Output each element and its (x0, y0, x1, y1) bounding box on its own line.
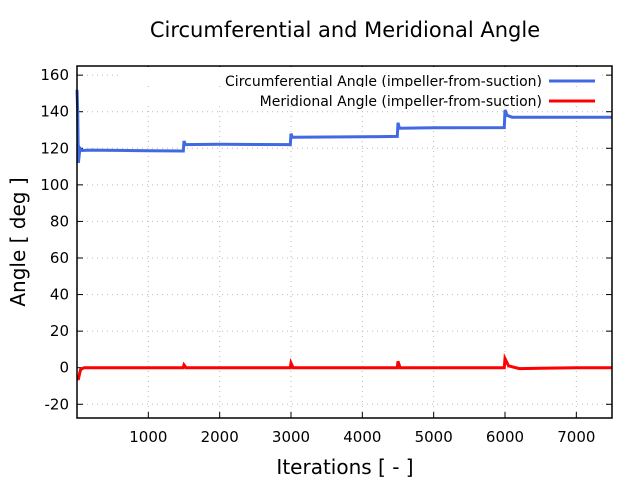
y-tick-label: 160 (40, 66, 69, 84)
y-tick-label: 0 (59, 359, 69, 377)
x-axis-label: Iterations [ - ] (276, 455, 413, 479)
y-tick-label: 100 (40, 176, 69, 194)
series-line-0 (75, 89, 612, 164)
legend-label: Meridional Angle (impeller-from-suction) (260, 94, 542, 110)
plot-frame (76, 65, 613, 419)
legend-background (120, 87, 600, 105)
y-tick-label: 40 (50, 286, 69, 304)
y-tick-label: -20 (45, 395, 70, 413)
legend-label: Circumferential Angle (impeller-from-suc… (225, 74, 542, 90)
x-tick-label: 4000 (343, 428, 381, 446)
x-tick-label: 3000 (272, 428, 310, 446)
x-tick-label: 2000 (201, 428, 239, 446)
x-tick-label: 5000 (415, 428, 453, 446)
y-tick-label: 140 (40, 103, 69, 121)
y-tick-label: 20 (50, 322, 69, 340)
y-tick-label: 120 (40, 139, 69, 157)
series-line-1 (76, 353, 612, 381)
x-tick-label: 1000 (129, 428, 167, 446)
legend-background (120, 67, 600, 85)
x-tick-label: 6000 (486, 428, 524, 446)
chart-title: Circumferential and Meridional Angle (150, 18, 540, 42)
y-tick-label: 60 (50, 249, 69, 267)
y-tick-label: 80 (50, 212, 69, 230)
y-axis-label: Angle [ deg ] (6, 177, 30, 306)
x-tick-label: 7000 (557, 428, 595, 446)
